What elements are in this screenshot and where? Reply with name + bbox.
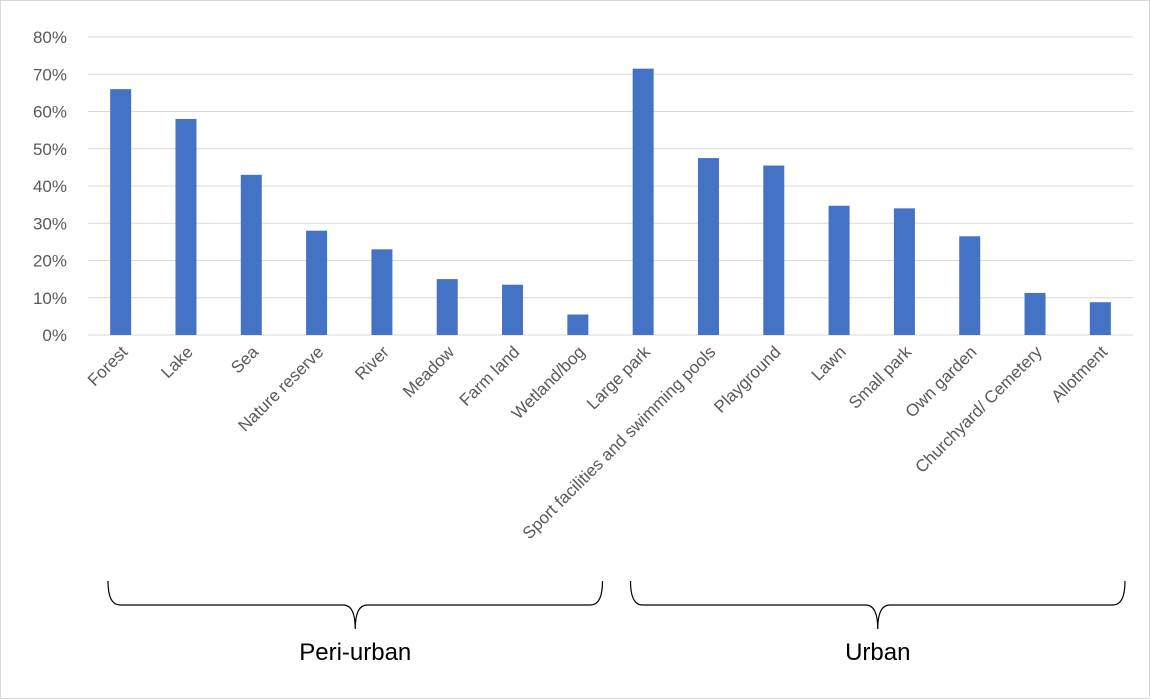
bar <box>697 158 719 335</box>
y-tick-label: 50% <box>33 140 67 159</box>
bar <box>632 68 654 335</box>
y-tick-label: 40% <box>33 177 67 196</box>
x-category-label: Forest <box>84 342 132 390</box>
y-tick-label: 60% <box>33 103 67 122</box>
group-label: Urban <box>845 639 910 666</box>
bar <box>893 208 915 335</box>
bar <box>502 284 524 335</box>
x-category-label: Meadow <box>399 342 458 401</box>
bar <box>175 118 197 335</box>
x-category-label: Farm land <box>456 342 524 410</box>
category-groups: Peri-urban Urban <box>107 580 1126 666</box>
bar <box>763 165 785 335</box>
y-tick-label: 70% <box>33 65 67 84</box>
bar <box>110 89 132 336</box>
x-category-label: Sea <box>227 342 262 377</box>
group-brace <box>629 580 1126 630</box>
x-category-label: River <box>351 342 393 384</box>
y-tick-label: 20% <box>33 252 67 271</box>
x-category-label: Large park <box>583 342 654 413</box>
y-axis-tick-labels: 0% 10% 20% 30% 40% 50% 60% 70% 80% <box>33 28 67 345</box>
bar <box>436 279 458 335</box>
group-brace <box>107 580 604 630</box>
x-category-label: Churchyard/ Cemetery <box>911 342 1046 477</box>
bar <box>371 249 393 335</box>
group-label: Peri-urban <box>299 639 411 666</box>
x-category-label: Lake <box>157 342 197 382</box>
bar <box>306 230 328 335</box>
y-tick-label: 10% <box>33 289 67 308</box>
bar <box>567 314 589 335</box>
x-category-label: Small park <box>845 342 916 413</box>
bar <box>1089 302 1111 335</box>
y-tick-label: 0% <box>42 326 67 345</box>
y-tick-label: 30% <box>33 214 67 233</box>
bar <box>240 174 262 335</box>
x-category-label: Lawn <box>808 342 850 384</box>
gridlines <box>88 36 1133 336</box>
y-tick-label: 80% <box>33 28 67 47</box>
x-category-label: Playground <box>710 342 784 416</box>
bars <box>110 68 1111 336</box>
x-category-label: Allotment <box>1048 342 1112 406</box>
bar <box>959 236 981 335</box>
bar <box>1024 292 1046 335</box>
bar <box>828 205 850 335</box>
